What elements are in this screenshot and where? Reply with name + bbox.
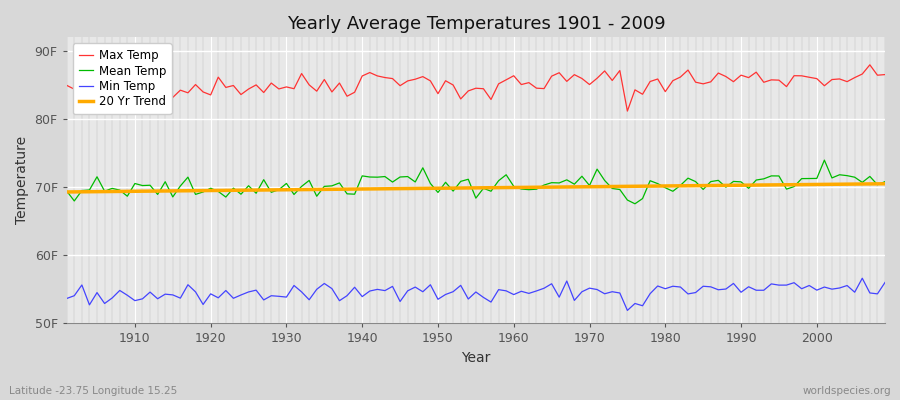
Max Temp	[864, 62, 875, 67]
Max Temp	[508, 73, 519, 78]
20 Yr Trend	[500, 185, 511, 190]
Min Temp	[508, 292, 519, 297]
Min Temp	[500, 288, 511, 293]
Mean Temp	[508, 184, 519, 189]
20 Yr Trend	[334, 187, 345, 192]
Max Temp	[334, 81, 345, 86]
Min Temp	[122, 293, 132, 298]
Max Temp	[122, 88, 132, 93]
Line: Max Temp: Max Temp	[67, 65, 885, 111]
Min Temp	[289, 283, 300, 288]
Line: Min Temp: Min Temp	[67, 278, 885, 310]
Min Temp	[61, 296, 72, 301]
Mean Temp	[334, 180, 345, 185]
Line: 20 Yr Trend: 20 Yr Trend	[67, 184, 885, 192]
Mean Temp	[122, 194, 132, 199]
Max Temp	[500, 78, 511, 82]
Line: Mean Temp: Mean Temp	[67, 160, 885, 204]
Mean Temp	[599, 178, 610, 183]
20 Yr Trend	[599, 184, 610, 189]
Max Temp	[289, 86, 300, 91]
20 Yr Trend	[289, 187, 300, 192]
Min Temp	[599, 291, 610, 296]
X-axis label: Year: Year	[461, 351, 491, 365]
Max Temp	[622, 109, 633, 114]
20 Yr Trend	[122, 189, 132, 194]
Max Temp	[61, 83, 72, 88]
Max Temp	[879, 72, 890, 77]
Text: Latitude -23.75 Longitude 15.25: Latitude -23.75 Longitude 15.25	[9, 386, 177, 396]
20 Yr Trend	[61, 190, 72, 194]
Min Temp	[857, 276, 868, 281]
Mean Temp	[500, 172, 511, 177]
Legend: Max Temp, Mean Temp, Min Temp, 20 Yr Trend: Max Temp, Mean Temp, Min Temp, 20 Yr Tre…	[73, 43, 172, 114]
Mean Temp	[289, 192, 300, 197]
Min Temp	[334, 298, 345, 303]
Y-axis label: Temperature: Temperature	[15, 136, 29, 224]
20 Yr Trend	[879, 181, 890, 186]
20 Yr Trend	[508, 185, 519, 190]
Mean Temp	[630, 201, 641, 206]
Mean Temp	[819, 158, 830, 162]
Title: Yearly Average Temperatures 1901 - 2009: Yearly Average Temperatures 1901 - 2009	[286, 15, 665, 33]
Max Temp	[599, 68, 610, 73]
Mean Temp	[61, 188, 72, 193]
Mean Temp	[879, 179, 890, 184]
Min Temp	[879, 280, 890, 285]
Text: worldspecies.org: worldspecies.org	[803, 386, 891, 396]
Min Temp	[622, 308, 633, 313]
